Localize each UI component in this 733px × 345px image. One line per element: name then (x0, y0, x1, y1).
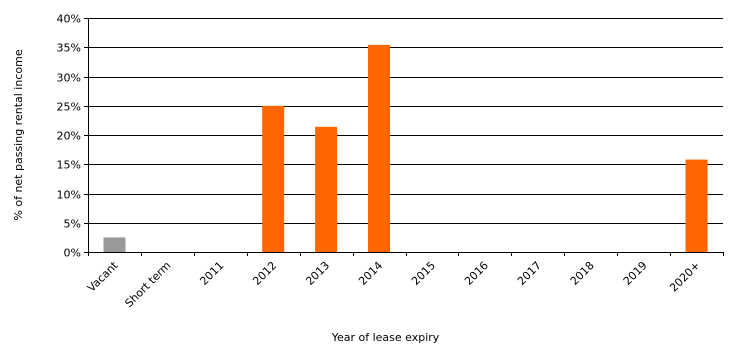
bar-2014 (368, 44, 390, 253)
y-axis-title: % of net passing rental income (12, 49, 25, 220)
x-tick-label: 2015 (409, 259, 438, 288)
y-tick-label: 20% (57, 130, 81, 143)
x-tick-label: 2013 (303, 259, 332, 288)
x-tick-label: 2014 (356, 259, 385, 288)
y-tick-label: 35% (57, 42, 81, 55)
x-tick-label: 2020+ (667, 259, 703, 295)
x-tick-label: 2018 (568, 259, 597, 288)
x-tick-label: 2016 (462, 259, 491, 288)
x-tick-label: Short term (122, 259, 173, 310)
y-tick-label: 30% (57, 72, 81, 85)
y-tick-label: 15% (57, 159, 81, 172)
x-tick-label: Vacant (85, 258, 121, 294)
y-tick-label: 40% (57, 13, 81, 26)
x-tick-labels: Vacant Short term 2011 2012 2013 2014 2015 2016… (85, 258, 703, 309)
bar-2020- (685, 159, 708, 252)
y-tick-label: 5% (64, 218, 81, 231)
y-tick-label: 0% (64, 247, 81, 260)
x-axis-title: Year of lease expiry (331, 331, 440, 344)
x-tick-label: 2019 (621, 259, 650, 288)
bar-2012 (262, 105, 285, 253)
gridlines (88, 18, 723, 224)
axes (84, 18, 724, 256)
y-tick-label: 10% (57, 189, 81, 202)
y-tick-labels: 0% 5% 10% 15% 20% 25% 30% 35% 40% (57, 13, 81, 260)
x-tick-label: 2017 (515, 259, 544, 288)
x-tick-label: 2011 (197, 259, 226, 288)
y-tick-label: 25% (57, 101, 81, 114)
bars (103, 44, 708, 253)
bar-2013 (315, 126, 338, 252)
bar-vacant (103, 237, 126, 252)
x-tick-label: 2012 (250, 259, 279, 288)
